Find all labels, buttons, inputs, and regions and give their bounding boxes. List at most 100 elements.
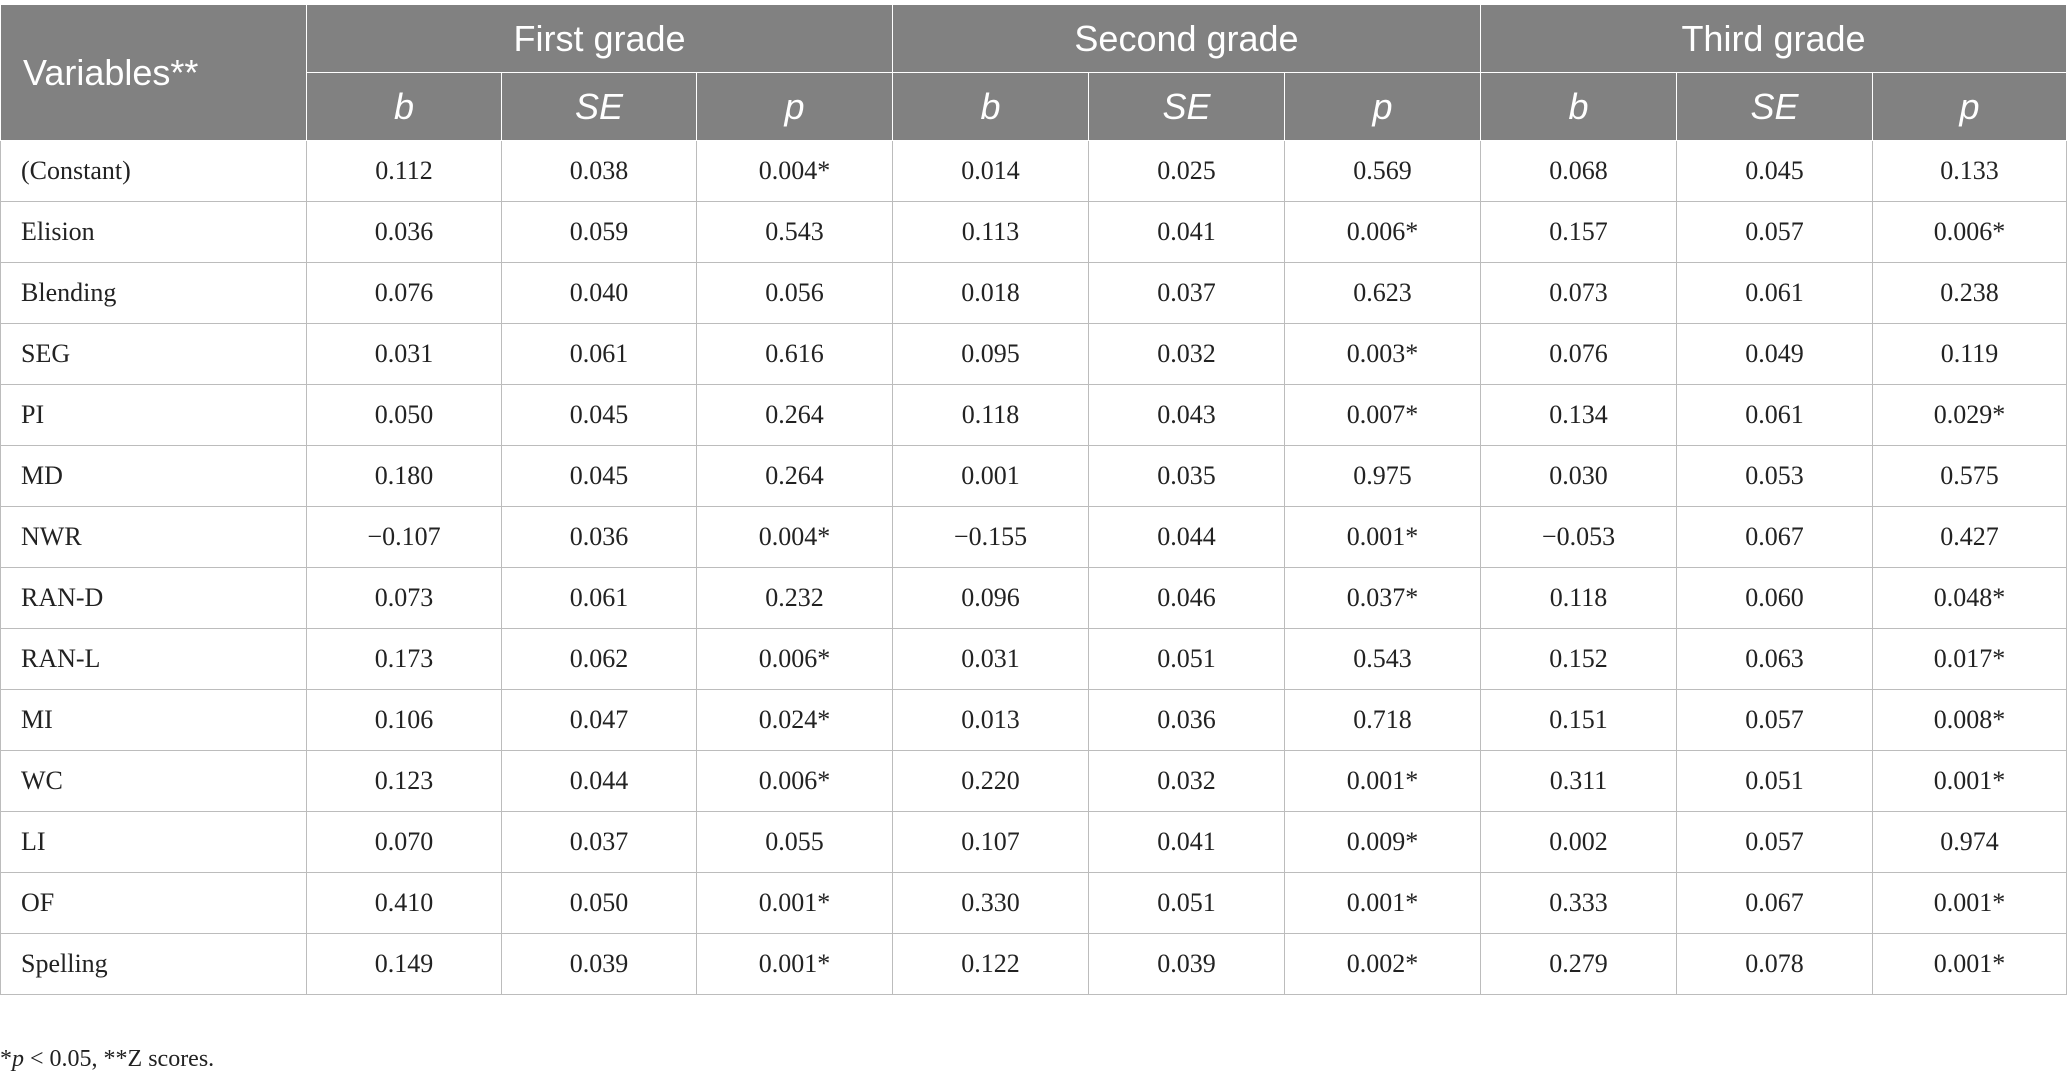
table-cell: 0.070 — [306, 811, 502, 873]
table-cell: 0.279 — [1480, 933, 1677, 995]
table-cell: 0.152 — [1480, 628, 1677, 690]
table-cell: 0.133 — [1872, 140, 2067, 202]
table-cell: 0.032 — [1088, 750, 1285, 812]
table-cell: 0.001* — [1872, 933, 2067, 995]
table-cell: 0.123 — [306, 750, 502, 812]
table-cell: 0.569 — [1284, 140, 1481, 202]
table-cell: 0.051 — [1676, 750, 1873, 812]
table-cell: 0.001* — [1284, 872, 1481, 934]
table-cell: 0.157 — [1480, 201, 1677, 263]
table-cell: 0.057 — [1676, 811, 1873, 873]
subheader-b: b — [1480, 72, 1677, 141]
table-row: Spelling 0.149 0.039 0.001* 0.122 0.039 0.002*… — [0, 933, 2067, 995]
table-cell: 0.035 — [1088, 445, 1285, 507]
table-cell: 0.974 — [1872, 811, 2067, 873]
table-cell: 0.001* — [696, 872, 893, 934]
row-label: Elision — [0, 201, 307, 263]
table-cell: −0.155 — [892, 506, 1089, 568]
table-cell: 0.040 — [501, 262, 697, 324]
table-cell: 0.039 — [1088, 933, 1285, 995]
subheader-b: b — [306, 72, 502, 141]
table-cell: 0.119 — [1872, 323, 2067, 385]
table-cell: 0.053 — [1676, 445, 1873, 507]
table-cell: 0.030 — [1480, 445, 1677, 507]
row-label: Spelling — [0, 933, 307, 995]
table-cell: 0.057 — [1676, 201, 1873, 263]
table-cell: 0.001 — [892, 445, 1089, 507]
table-cell: 0.001* — [1872, 872, 2067, 934]
regression-table: Variables** First grade Second grade Thi… — [0, 4, 2067, 995]
subheader-se: SE — [501, 72, 697, 141]
footnote-p-symbol: p — [12, 1046, 24, 1072]
table-cell: 0.333 — [1480, 872, 1677, 934]
table-row: Elision 0.036 0.059 0.543 0.113 0.041 0.006* 0.… — [0, 201, 2067, 263]
table-cell: 0.122 — [892, 933, 1089, 995]
table-cell: 0.173 — [306, 628, 502, 690]
row-label: RAN-D — [0, 567, 307, 629]
table-cell: 0.118 — [1480, 567, 1677, 629]
table-row: RAN-L 0.173 0.062 0.006* 0.031 0.051 0.543 0.15… — [0, 628, 2067, 690]
table-cell: 0.056 — [696, 262, 893, 324]
table-cell: 0.134 — [1480, 384, 1677, 446]
table-cell: 0.006* — [1872, 201, 2067, 263]
table-cell: 0.060 — [1676, 567, 1873, 629]
table-cell: 0.046 — [1088, 567, 1285, 629]
table-cell: 0.041 — [1088, 201, 1285, 263]
table-cell: 0.039 — [501, 933, 697, 995]
footnote-star: * — [0, 1046, 12, 1072]
variables-header: Variables** — [0, 4, 307, 141]
subheader-p: p — [1872, 72, 2067, 141]
table-cell: 0.001* — [1872, 750, 2067, 812]
table-footnote: *p < 0.05, **Z scores. — [0, 1046, 214, 1073]
table-row: OF 0.410 0.050 0.001* 0.330 0.051 0.001* 0.333 0… — [0, 872, 2067, 934]
footnote-text: < 0.05, **Z scores. — [24, 1046, 215, 1072]
table-cell: 0.076 — [306, 262, 502, 324]
row-label: RAN-L — [0, 628, 307, 690]
table-cell: 0.013 — [892, 689, 1089, 751]
table-cell: 0.036 — [1088, 689, 1285, 751]
table-row: MI 0.106 0.047 0.024* 0.013 0.036 0.718 0.151 0.… — [0, 689, 2067, 751]
table-cell: 0.031 — [892, 628, 1089, 690]
table-row: LI 0.070 0.037 0.055 0.107 0.041 0.009* 0.002 0.… — [0, 811, 2067, 873]
table-cell: 0.009* — [1284, 811, 1481, 873]
table-cell: 0.045 — [501, 384, 697, 446]
table-cell: 0.003* — [1284, 323, 1481, 385]
table-cell: 0.118 — [892, 384, 1089, 446]
table-row: MD 0.180 0.045 0.264 0.001 0.035 0.975 0.030 0.0… — [0, 445, 2067, 507]
table-cell: 0.006* — [696, 628, 893, 690]
table-cell: 0.055 — [696, 811, 893, 873]
table-cell: 0.623 — [1284, 262, 1481, 324]
row-label: PI — [0, 384, 307, 446]
table-cell: 0.975 — [1284, 445, 1481, 507]
group-header-second-grade: Second grade — [892, 4, 1481, 73]
table-cell: 0.232 — [696, 567, 893, 629]
table-cell: 0.014 — [892, 140, 1089, 202]
table-cell: 0.044 — [1088, 506, 1285, 568]
table-cell: 0.410 — [306, 872, 502, 934]
row-label: NWR — [0, 506, 307, 568]
table-cell: 0.718 — [1284, 689, 1481, 751]
subheader-se: SE — [1088, 72, 1285, 141]
subheader-p: p — [696, 72, 893, 141]
table-cell: 0.073 — [306, 567, 502, 629]
table-cell: 0.543 — [696, 201, 893, 263]
table-cell: 0.001* — [696, 933, 893, 995]
subheader-se: SE — [1676, 72, 1873, 141]
table-row: WC 0.123 0.044 0.006* 0.220 0.032 0.001* 0.311 0… — [0, 750, 2067, 812]
table-row: RAN-D 0.073 0.061 0.232 0.096 0.046 0.037* 0.11… — [0, 567, 2067, 629]
row-label: SEG — [0, 323, 307, 385]
table-cell: 0.050 — [501, 872, 697, 934]
table-cell: 0.025 — [1088, 140, 1285, 202]
table-body: (Constant) 0.112 0.038 0.004* 0.014 0.025 0.56… — [0, 140, 2067, 995]
row-label: Blending — [0, 262, 307, 324]
table-row: PI 0.050 0.045 0.264 0.118 0.043 0.007* 0.134 0.… — [0, 384, 2067, 446]
table-cell: 0.031 — [306, 323, 502, 385]
table-cell: 0.006* — [1284, 201, 1481, 263]
table-cell: 0.096 — [892, 567, 1089, 629]
table-cell: 0.264 — [696, 445, 893, 507]
table-cell: 0.029* — [1872, 384, 2067, 446]
table-row: Blending 0.076 0.040 0.056 0.018 0.037 0.623 0.… — [0, 262, 2067, 324]
table-cell: 0.001* — [1284, 506, 1481, 568]
row-label: MI — [0, 689, 307, 751]
regression-table-container: Variables** First grade Second grade Thi… — [0, 4, 2068, 995]
